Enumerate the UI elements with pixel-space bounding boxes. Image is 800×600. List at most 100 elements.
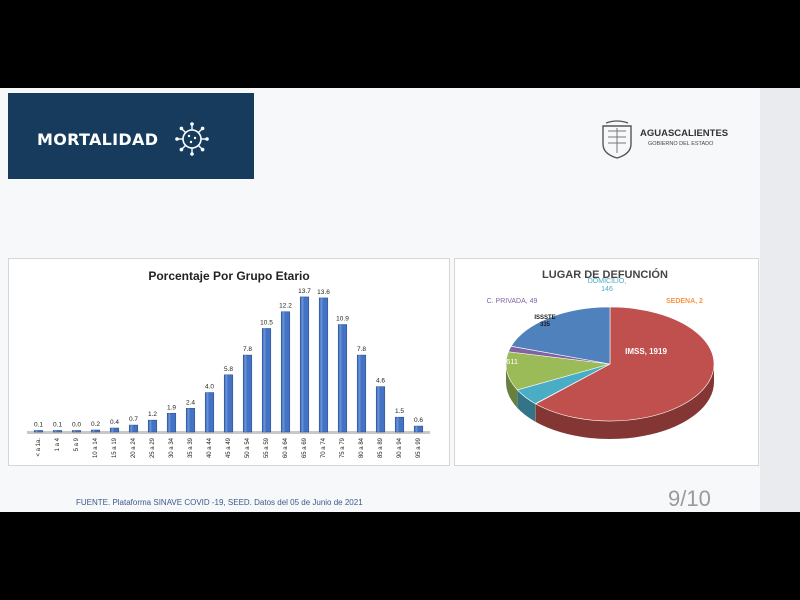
bar-value-label: 7.8 xyxy=(243,346,252,353)
bar-mark xyxy=(52,430,63,433)
pie-label-domicilio: DOMICILIO, 146 xyxy=(588,278,627,293)
bar-category-label: 1 a 4 xyxy=(55,437,61,451)
bar-category-label: 65 a 69 xyxy=(302,437,308,458)
page-title: MORTALIDAD xyxy=(37,130,159,149)
bar-category-label: 5 a 9 xyxy=(74,437,80,451)
bar-highlight xyxy=(54,430,57,432)
bar-category-label: 55 a 59 xyxy=(264,437,270,458)
bar-value-label: 0.1 xyxy=(53,422,62,429)
pie-slice-issea xyxy=(510,306,611,365)
bar-category-label: 45 a 49 xyxy=(226,437,232,458)
logo-title: AGUASCALIENTES xyxy=(640,128,729,139)
bar-mark xyxy=(128,424,139,433)
bar-highlight xyxy=(111,428,114,432)
bar-value-label: 4.6 xyxy=(376,378,385,385)
bar-category-label: 90 a 94 xyxy=(397,437,403,458)
bar-highlight xyxy=(396,417,399,432)
bar-highlight xyxy=(244,355,247,432)
bar-category-label: 60 a 64 xyxy=(283,437,289,458)
bar-value-label: 12.2 xyxy=(279,303,292,310)
bar-category-label: 50 a 54 xyxy=(245,437,251,458)
pie-slice-side-3 xyxy=(506,364,518,408)
bar-mark xyxy=(280,311,291,433)
pie-slice-imss xyxy=(535,306,715,422)
bar-mark xyxy=(185,408,196,433)
pie-label-privada: C. PRIVADA, 49 xyxy=(487,298,538,305)
bar-value-label: 0.1 xyxy=(34,422,43,429)
bar-mark xyxy=(147,419,158,433)
bar-category-label: 10 a 14 xyxy=(93,437,99,458)
bar-value-label: 7.8 xyxy=(357,346,366,353)
age-group-chart-panel: Porcentaje Por Grupo Etario 0.1 < a 1a. 0.1… xyxy=(8,258,450,466)
bar-highlight xyxy=(130,425,133,432)
bar-highlight xyxy=(92,430,95,432)
bar-mark xyxy=(261,328,272,433)
bar-category-label: < a 1a. xyxy=(36,438,42,457)
bar-category-label: 85 a 89 xyxy=(378,437,384,458)
bar-mark xyxy=(242,354,253,433)
bar-category-label: 40 a 44 xyxy=(207,437,213,458)
bar-mark xyxy=(204,392,215,433)
logo-subtitle: GOBIERNO DEL ESTADO xyxy=(648,141,714,147)
bar-highlight xyxy=(168,413,171,432)
bar-category-label: 80 a 84 xyxy=(359,437,365,458)
bar-value-label: 5.8 xyxy=(224,366,233,373)
virus-icon xyxy=(175,122,209,156)
bar-category-label: 20 a 24 xyxy=(131,437,137,458)
bar-highlight xyxy=(358,355,361,432)
bar-mark xyxy=(109,427,120,433)
bar-highlight xyxy=(206,392,209,432)
bar-mark xyxy=(71,430,82,433)
bar-mark xyxy=(318,297,329,433)
bar-mark xyxy=(394,416,405,433)
bar-mark xyxy=(375,386,386,433)
bar-mark xyxy=(90,429,101,433)
bar-value-label: 0.2 xyxy=(91,421,100,428)
header-banner: MORTALIDAD xyxy=(8,93,254,179)
bar-value-label: 1.5 xyxy=(395,408,404,415)
bar-value-label: 0.6 xyxy=(414,417,423,424)
bar-highlight xyxy=(301,296,304,432)
bar-mark xyxy=(223,374,234,433)
bar-category-label: 70 a 74 xyxy=(321,437,327,458)
bar-value-label: 1.2 xyxy=(148,411,157,418)
bar-value-label: 0.4 xyxy=(110,419,119,426)
bar-mark xyxy=(356,354,367,433)
bar-chart-title: Porcentaje Por Grupo Etario xyxy=(148,269,309,283)
bar-category-label: 75 a 79 xyxy=(340,437,346,458)
pie-slice-issste xyxy=(505,351,611,391)
bar-mark xyxy=(166,412,177,433)
bar-category-label: 30 a 34 xyxy=(169,437,175,458)
pie-chart-title: LUGAR DE DEFUNCIÓN xyxy=(542,268,668,281)
bar-highlight xyxy=(415,426,418,432)
bar-value-label: 13.6 xyxy=(317,289,330,296)
bar-category-label: 95 a 99 xyxy=(416,437,422,458)
pie-label-sedena: SEDENA, 2 xyxy=(666,298,703,305)
bar-category-label: 35 a 39 xyxy=(188,437,194,458)
bar-value-label: 0.0 xyxy=(72,422,81,429)
pie-label-issea: ISSEA, 611 xyxy=(480,357,518,366)
side-strip xyxy=(760,88,800,512)
bar-highlight xyxy=(377,386,380,432)
government-logo: AGUASCALIENTES GOBIERNO DEL ESTADO xyxy=(600,120,730,162)
bar-mark xyxy=(33,430,44,433)
bar-highlight xyxy=(73,430,76,432)
slide: MORTALIDAD AGUASCALIENTES GOBIERNO DEL E… xyxy=(0,88,760,512)
coat-of-arms-icon xyxy=(602,120,632,159)
bar-highlight xyxy=(187,408,190,432)
bar-highlight xyxy=(263,328,266,432)
bar-highlight xyxy=(225,374,228,432)
pie-label-issste: ISSSTE 335 xyxy=(534,315,555,328)
page-indicator: 9/10 xyxy=(668,486,711,511)
bar-value-label: 13.7 xyxy=(298,288,311,295)
bar-category-label: 25 a 29 xyxy=(150,437,156,458)
bar-mark xyxy=(299,296,310,433)
bar-value-label: 10.9 xyxy=(336,316,349,323)
death-place-pie-chart: LUGAR DE DEFUNCIÓN IMSS, 1919 SEDENA, 2 DOM… xyxy=(480,268,715,439)
bar-mark xyxy=(413,425,424,433)
bar-highlight xyxy=(282,311,285,432)
pie-slice-side-0 xyxy=(535,364,714,439)
bar-value-label: 0.7 xyxy=(129,416,138,423)
bar-value-label: 1.9 xyxy=(167,404,176,411)
bar-mark xyxy=(337,324,348,433)
